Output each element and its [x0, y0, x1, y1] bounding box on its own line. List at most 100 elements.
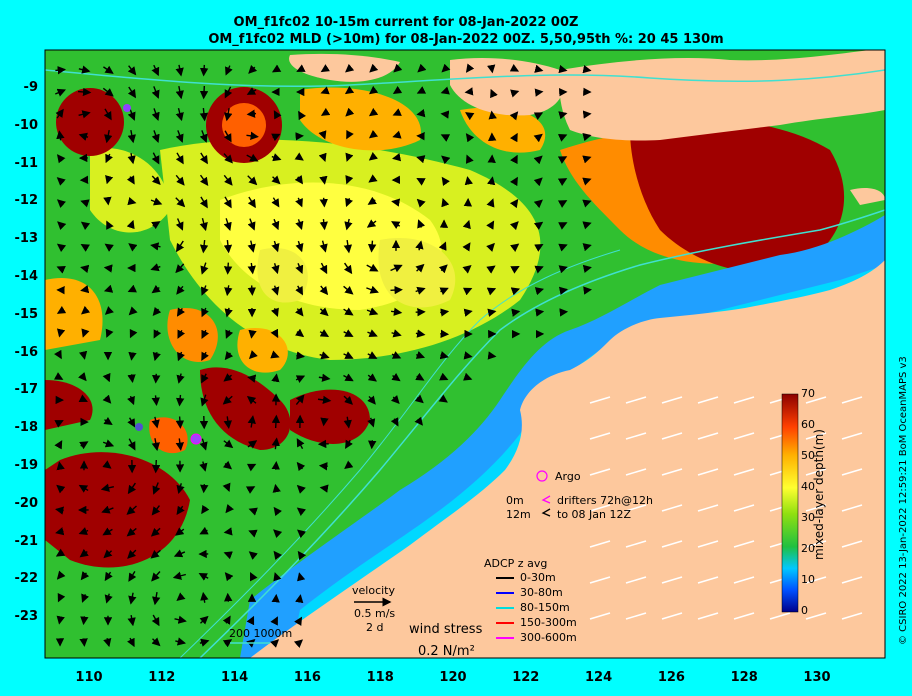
current-arrow	[534, 265, 544, 274]
current-arrow	[462, 242, 471, 252]
current-arrow	[320, 64, 331, 73]
current-arrow	[102, 460, 112, 469]
current-arrow	[320, 86, 330, 95]
current-arrow	[176, 483, 185, 495]
current-arrow	[582, 110, 592, 119]
current-arrow	[298, 110, 306, 121]
current-arrow	[295, 285, 303, 296]
current-arrow	[343, 373, 354, 382]
current-arrow	[201, 373, 209, 384]
current-arrow	[295, 197, 303, 208]
wind-arrow	[661, 504, 683, 512]
current-arrow	[103, 264, 113, 273]
wind-arrow	[661, 396, 683, 404]
current-arrow	[319, 175, 328, 185]
current-arrow	[558, 64, 568, 74]
current-arrow	[103, 284, 114, 293]
isobath-1000m	[179, 249, 621, 658]
current-arrow	[509, 198, 519, 209]
x-tick-label: 116	[293, 670, 321, 685]
current-arrow	[172, 571, 186, 580]
current-arrow	[392, 108, 402, 116]
current-arrow	[245, 486, 256, 494]
current-arrow	[296, 351, 306, 360]
current-arrow	[319, 307, 329, 317]
current-arrow	[534, 244, 544, 252]
current-arrow	[416, 178, 426, 186]
current-arrow	[103, 108, 112, 121]
current-arrow	[345, 63, 355, 73]
current-arrow	[78, 484, 89, 493]
current-arrow	[583, 286, 592, 295]
current-arrow	[509, 221, 519, 231]
current-arrow	[367, 196, 377, 205]
colorbar	[781, 393, 799, 613]
current-arrow	[582, 177, 592, 186]
current-arrow	[294, 175, 303, 185]
current-arrow	[54, 420, 64, 428]
current-arrow	[368, 152, 378, 161]
current-arrow	[271, 437, 280, 450]
current-arrow	[127, 482, 137, 495]
current-arrow	[415, 240, 424, 251]
current-arrow	[152, 306, 162, 317]
current-arrow	[462, 264, 472, 274]
current-arrow	[317, 395, 332, 405]
current-arrow	[345, 197, 353, 208]
current-arrow	[439, 287, 449, 296]
current-arrow	[150, 527, 161, 537]
current-arrow	[199, 461, 208, 472]
current-arrow	[102, 527, 113, 536]
current-arrow	[201, 329, 210, 340]
drifter-legend-text-1: drifters 72h@12h	[557, 494, 654, 507]
current-arrow	[367, 373, 377, 382]
current-arrow	[318, 373, 331, 382]
current-arrow	[201, 504, 210, 515]
current-arrow	[78, 132, 89, 141]
current-arrow	[79, 638, 88, 647]
current-arrow	[151, 614, 160, 627]
current-arrow	[297, 550, 307, 561]
x-tick-label: 130	[803, 670, 831, 685]
current-arrow	[79, 441, 89, 450]
current-arrow	[367, 329, 378, 338]
current-arrow	[415, 372, 425, 381]
current-arrow	[176, 373, 185, 384]
current-arrow	[103, 65, 114, 74]
current-arrow	[222, 460, 233, 470]
current-arrow	[558, 222, 568, 230]
current-arrow	[270, 350, 280, 359]
wind-arrow	[661, 612, 683, 620]
current-arrow	[368, 174, 378, 183]
current-arrow	[465, 154, 474, 164]
current-arrow	[150, 549, 161, 559]
current-arrow	[223, 153, 233, 164]
current-arrow	[102, 439, 115, 448]
map-title-line2: OM_f1fc02 MLD (>10m) for 08-Jan-2022 00Z…	[208, 32, 724, 47]
drifter-0m-symbol	[541, 495, 551, 504]
current-arrow	[391, 351, 402, 359]
wind-arrow	[625, 468, 647, 476]
y-tick-label: -12	[14, 193, 39, 209]
current-arrow	[56, 461, 65, 471]
current-arrow	[223, 416, 232, 430]
current-arrow	[126, 505, 137, 515]
current-arrow	[343, 329, 354, 337]
current-arrow	[271, 263, 280, 275]
current-arrow	[487, 308, 497, 317]
x-tick-label: 114	[221, 670, 249, 685]
current-arrow	[486, 287, 497, 296]
current-arrow	[223, 130, 232, 143]
current-arrow	[248, 529, 258, 538]
current-arrow	[558, 243, 568, 252]
current-arrow	[104, 593, 113, 604]
current-arrow	[223, 218, 232, 232]
current-arrow	[151, 130, 160, 143]
adcp-legend-label: 80-150m	[520, 601, 570, 614]
current-arrow	[441, 176, 450, 186]
current-arrow	[368, 85, 379, 95]
current-arrow	[441, 197, 450, 208]
current-arrow	[102, 394, 112, 404]
current-arrow	[438, 241, 447, 251]
current-arrow	[106, 220, 114, 230]
